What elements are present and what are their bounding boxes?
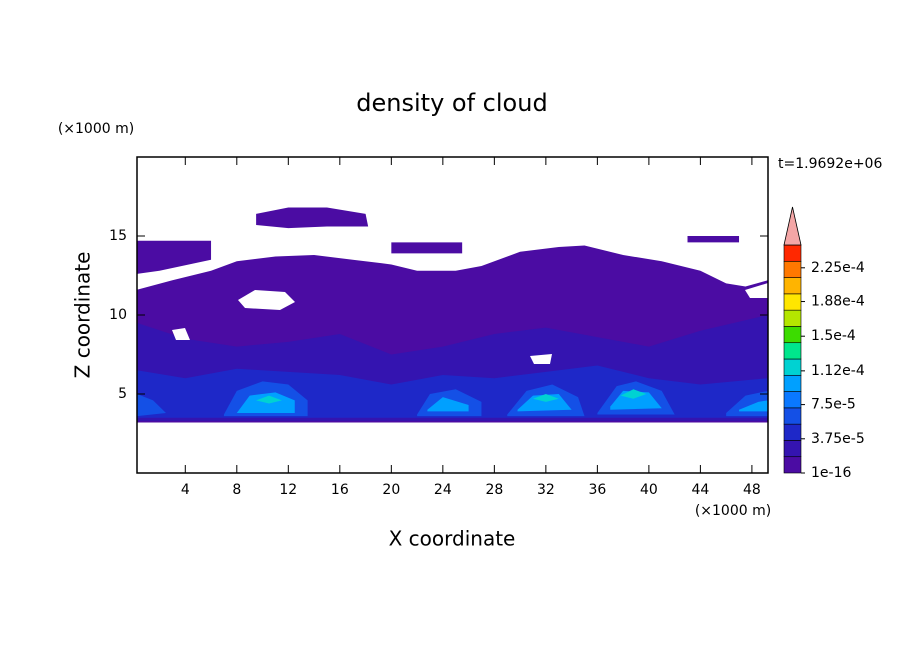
contour-region	[391, 242, 463, 254]
contour-region	[517, 394, 572, 412]
time-label: t=1.9692e+06	[778, 156, 882, 172]
colorbar-box	[783, 277, 802, 295]
contour-region	[620, 389, 647, 399]
x-tick-label: 32	[537, 482, 555, 498]
x-unit: (×1000 m)	[695, 503, 771, 519]
x-tick-label: 8	[232, 482, 241, 498]
contour-region	[427, 397, 469, 412]
colorbar-box	[783, 358, 802, 376]
colorbar-tick-label: 3.75e-5	[811, 431, 865, 447]
y-tick-label: 10	[109, 307, 127, 323]
x-tick-label: 40	[640, 482, 658, 498]
colorbar-tick-label: 7.5e-5	[811, 397, 856, 413]
colorbar-box	[783, 456, 802, 474]
colorbar-box	[783, 423, 802, 441]
contour-region	[687, 236, 740, 243]
x-tick-label: 12	[279, 482, 297, 498]
colorbar-box	[783, 309, 802, 327]
x-tick-label: 44	[691, 482, 709, 498]
colorbar-box	[783, 293, 802, 311]
colorbar-tick-label: 2.25e-4	[811, 260, 865, 276]
x-tick-label: 16	[331, 482, 349, 498]
clear-patch	[745, 283, 768, 298]
colorbar-tick-label: 1e-16	[811, 465, 851, 481]
y-axis-label: Z coordinate	[71, 252, 95, 379]
colorbar-tick-label: 1.88e-4	[811, 294, 865, 310]
colorbar-extend	[783, 206, 802, 246]
x-tick-label: 36	[588, 482, 606, 498]
colorbar-tick-label: 1.5e-4	[811, 328, 856, 344]
contour-region	[739, 400, 768, 412]
colorbar-box	[783, 326, 802, 344]
colorbar-box	[783, 374, 802, 392]
contour-region	[137, 240, 212, 274]
x-tick-label: 24	[434, 482, 452, 498]
x-axis-label: X coordinate	[389, 527, 516, 551]
x-tick-label: 48	[743, 482, 761, 498]
contour-region	[256, 395, 282, 404]
y-unit: (×1000 m)	[58, 121, 134, 137]
x-tick-label: 28	[485, 482, 503, 498]
colorbar-box	[783, 260, 802, 278]
colorbar-box	[783, 440, 802, 458]
clear-patch	[238, 290, 295, 310]
contour-region	[137, 394, 166, 417]
contour-region	[532, 394, 559, 402]
colorbar-box	[783, 244, 802, 262]
colorbar-box	[783, 342, 802, 360]
y-tick-label: 5	[118, 386, 127, 402]
clear-patch	[172, 328, 190, 340]
x-tick-label: 20	[382, 482, 400, 498]
x-tick-label: 4	[181, 482, 190, 498]
y-tick-label: 15	[109, 228, 127, 244]
contour-fill	[137, 207, 768, 423]
colorbar-box	[783, 391, 802, 409]
holes	[172, 283, 768, 364]
colorbar-tick-label: 1.12e-4	[811, 363, 865, 379]
chart-title: density of cloud	[356, 89, 547, 117]
clear-patch	[530, 354, 552, 364]
contour-region	[256, 207, 369, 229]
colorbar-box	[783, 407, 802, 425]
